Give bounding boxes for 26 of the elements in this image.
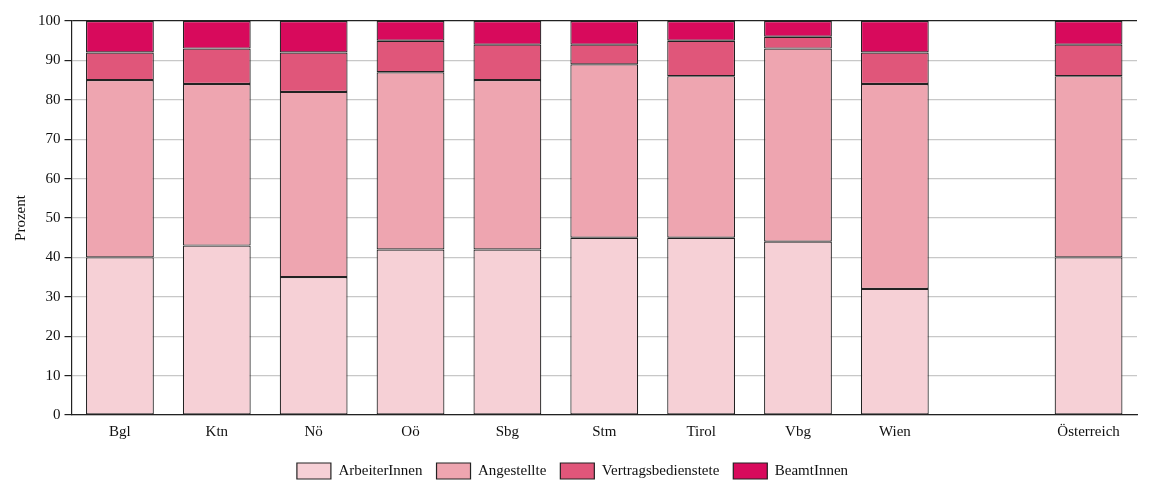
y-tick-label: 100 <box>38 11 61 28</box>
y-tick-label: 10 <box>45 366 61 383</box>
x-tick-label: Oö <box>401 422 420 439</box>
legend-label: Vertragsbedienstete <box>601 461 720 478</box>
x-tick-label: Nö <box>304 422 323 439</box>
x-tick-label: Österreich <box>1057 422 1121 439</box>
y-tick-label: 40 <box>45 248 61 265</box>
y-tick-label: 30 <box>45 287 61 304</box>
y-tick-label: 50 <box>45 208 61 225</box>
x-tick-label: Sbg <box>495 422 520 439</box>
legend-label: Angestellte <box>478 461 547 478</box>
x-tick-label: Bgl <box>109 422 131 439</box>
legend-label: ArbeiterInnen <box>338 461 424 478</box>
y-tick-label: 20 <box>45 327 61 344</box>
y-tick-label: 80 <box>45 90 61 107</box>
x-tick-label: Tirol <box>686 422 716 439</box>
x-tick-label: Ktn <box>205 422 229 439</box>
x-tick-label: Stm <box>592 422 617 439</box>
y-tick-label: 70 <box>45 130 61 147</box>
y-tick-label: 90 <box>45 51 61 68</box>
y-axis-title: Prozent <box>11 194 28 241</box>
y-tick-label: 0 <box>53 405 61 422</box>
x-tick-label: Wien <box>878 422 912 439</box>
legend-label: BeamtInnen <box>774 461 849 478</box>
y-tick-label: 60 <box>45 169 61 186</box>
x-tick-label: Vbg <box>785 422 812 439</box>
